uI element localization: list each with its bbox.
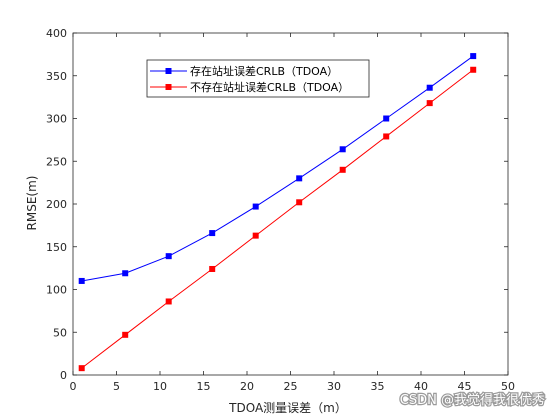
x-tick-label: 10 xyxy=(153,380,167,393)
series-1-point xyxy=(165,253,172,260)
series-2-point xyxy=(296,199,303,206)
x-tick-label: 20 xyxy=(240,380,254,393)
series-line-1 xyxy=(81,55,474,282)
series-2-point xyxy=(122,331,129,338)
series-1-point xyxy=(470,53,477,60)
x-tick-label: 15 xyxy=(197,380,211,393)
series-1-point xyxy=(252,203,259,210)
y-tick-label: 300 xyxy=(46,113,67,126)
x-tick-label: 50 xyxy=(501,380,515,393)
series-1-point xyxy=(383,115,390,122)
series-2-point xyxy=(209,265,216,272)
series-2-point xyxy=(78,365,85,372)
series-2-point xyxy=(165,298,172,305)
y-tick-label: 0 xyxy=(60,369,67,382)
series-2-point xyxy=(470,66,477,73)
y-tick-label: 350 xyxy=(46,70,67,83)
y-tick-label: 200 xyxy=(46,198,67,211)
series-1-point xyxy=(296,175,303,182)
series-2-point xyxy=(252,232,259,239)
series-1-point xyxy=(426,84,433,91)
x-tick-label: 30 xyxy=(327,380,341,393)
x-tick-label: 45 xyxy=(458,380,472,393)
x-tick-label: 25 xyxy=(284,380,298,393)
y-axis-label: RMSE(m) xyxy=(25,176,39,231)
legend-label-2: 不存在站址误差CRLB（TDOA） xyxy=(190,80,349,94)
y-tick-label: 250 xyxy=(46,155,67,168)
x-tick-label: 35 xyxy=(371,380,385,393)
series-2-point xyxy=(383,133,390,140)
series-line-2 xyxy=(81,69,474,369)
y-tick-label: 50 xyxy=(53,326,67,339)
series-2-point xyxy=(426,100,433,107)
series-2-point xyxy=(339,166,346,173)
y-tick-label: 150 xyxy=(46,241,67,254)
legend-box xyxy=(146,59,370,98)
legend-marker-2 xyxy=(165,84,172,90)
x-tick-label: 40 xyxy=(414,380,428,393)
series-1-point xyxy=(122,270,129,277)
x-axis-label: TDOA测量误差（m） xyxy=(228,401,347,415)
series-1-point xyxy=(78,277,85,284)
y-tick-label: 100 xyxy=(46,284,67,297)
series-1-point xyxy=(209,230,216,237)
x-tick-label: 0 xyxy=(70,380,77,393)
series-1-point xyxy=(339,146,346,153)
legend-label-1: 存在站址误差CRLB（TDOA） xyxy=(190,64,338,78)
legend-marker-1 xyxy=(165,68,172,74)
y-tick-label: 400 xyxy=(46,27,67,40)
x-tick-label: 5 xyxy=(113,380,120,393)
watermark-text: CSDN @我觉得我很优秀 xyxy=(400,392,545,408)
